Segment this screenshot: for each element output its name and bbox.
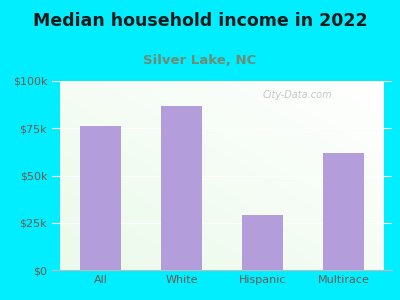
Text: Silver Lake, NC: Silver Lake, NC (143, 54, 257, 67)
Bar (80, 126, 121, 270)
Bar (161, 106, 202, 270)
Bar (242, 215, 283, 270)
Bar (323, 153, 364, 270)
Text: Median household income in 2022: Median household income in 2022 (33, 12, 367, 30)
Text: City-Data.com: City-Data.com (263, 91, 332, 100)
